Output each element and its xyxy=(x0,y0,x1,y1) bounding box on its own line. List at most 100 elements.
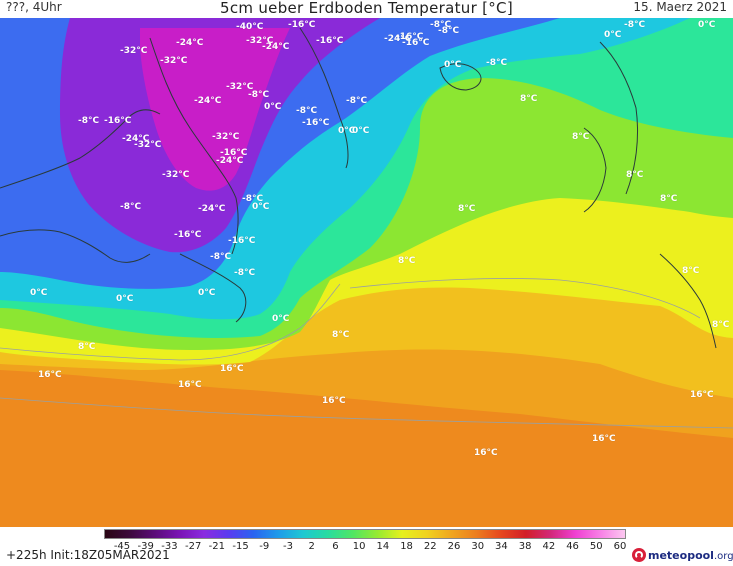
run-time-label: ???, 4Uhr xyxy=(6,0,62,14)
scale-tick-label: 46 xyxy=(566,541,579,552)
coastline-hudson xyxy=(0,229,151,263)
coastline-scandinavia xyxy=(599,41,638,195)
isotherm-label: -8°C xyxy=(624,20,646,30)
scale-tick-label: -45 xyxy=(113,541,131,552)
isotherm-label: 16°C xyxy=(38,370,62,380)
scale-tick-label: -21 xyxy=(208,541,226,552)
isotherm-label: 16°C xyxy=(690,390,714,400)
isotherm-label: -8°C xyxy=(430,20,452,30)
isotherm-label: -32°C xyxy=(120,46,148,56)
scale-tick-label: 42 xyxy=(542,541,556,552)
contour-lines xyxy=(0,278,733,429)
isotherm-label: 0°C xyxy=(352,126,370,136)
isotherm-label: -32°C xyxy=(134,140,162,150)
isotherm-label: -24°C xyxy=(262,42,290,52)
isotherm-label: 8°C xyxy=(660,194,678,204)
isotherm-label: -8°C xyxy=(486,58,508,68)
isotherm-label: 16°C xyxy=(220,364,244,374)
isotherm-label: -16°C xyxy=(288,20,316,30)
isotherm-label: -24°C xyxy=(198,204,226,214)
isotherm-label: 0°C xyxy=(698,20,716,30)
isotherm-label: -16°C xyxy=(316,36,344,46)
contour-16c xyxy=(0,397,733,429)
scale-tick-label: 14 xyxy=(376,541,390,552)
isotherm-label: -32°C xyxy=(212,132,240,142)
isotherm-label: 8°C xyxy=(78,342,96,352)
scale-tick-label: -33 xyxy=(161,541,178,552)
isotherm-label: -24°C xyxy=(122,134,150,144)
isotherm-label: -24°C xyxy=(194,96,222,106)
isotherm-label: 16°C xyxy=(178,380,202,390)
isotherm-label: 0°C xyxy=(264,102,282,112)
scale-tick-label: 26 xyxy=(447,541,461,552)
scale-tick-label: -15 xyxy=(232,541,249,552)
contour-8c xyxy=(0,283,341,361)
isotherm-label: 16°C xyxy=(474,448,498,458)
scale-tick-label: -39 xyxy=(137,541,154,552)
isotherm-label: -16°C xyxy=(220,148,248,158)
scale-tick-label: 30 xyxy=(471,541,485,552)
coastline-newfoundland xyxy=(179,253,247,323)
isotherm-label: 8°C xyxy=(332,330,350,340)
isotherm-label: -40°C xyxy=(236,22,264,32)
scale-tick-label: -3 xyxy=(283,541,293,552)
isotherm-label: 0°C xyxy=(30,288,48,298)
isotherm-label: -16°C xyxy=(396,32,424,42)
contour-yellow-edge xyxy=(349,278,701,319)
brand-tld: .org xyxy=(713,550,733,562)
isotherm-label: 8°C xyxy=(398,256,416,266)
isotherm-label: 16°C xyxy=(322,396,346,406)
color-scale-legend: -45 -39 -33 -27 -21 -15 -9 -3 2 6 10 14 18 22 26 30 34 38… xyxy=(104,529,626,559)
model-run-info: +225h Init:18Z05MAR2021 xyxy=(6,548,170,562)
scale-tick-label: -27 xyxy=(184,541,202,552)
isotherm-label: -24°C xyxy=(176,38,204,48)
isotherm-label: 8°C xyxy=(572,132,590,142)
coastline-britain xyxy=(583,127,607,213)
isotherm-label: -8°C xyxy=(296,106,318,116)
scale-tick-label: 38 xyxy=(518,541,532,552)
field-magenta xyxy=(140,28,290,191)
isotherm-label: -32°C xyxy=(246,36,274,46)
scale-tick-label: 60 xyxy=(613,541,627,552)
coastline-greenland-east xyxy=(299,27,349,169)
isotherm-label: 0°C xyxy=(272,314,290,324)
scale-tick-label: 50 xyxy=(589,541,603,552)
coastlines xyxy=(0,27,717,349)
isotherm-label: 8°C xyxy=(458,204,476,214)
isotherm-label: -8°C xyxy=(438,26,460,36)
scale-tick-label: 6 xyxy=(332,541,339,552)
scale-tick-label: 34 xyxy=(495,541,508,552)
scale-tick-label: 18 xyxy=(400,541,413,552)
isotherm-label: -16°C xyxy=(104,116,132,126)
isotherm-label: 16°C xyxy=(592,434,616,444)
isotherm-label: -24°C xyxy=(384,34,412,44)
isotherm-label: 0°C xyxy=(444,60,462,70)
header: ???, 4Uhr 5cm ueber Erdboden Temperatur … xyxy=(0,0,733,20)
isotherm-label: -16°C xyxy=(402,38,430,48)
brand-name: meteopool.org xyxy=(648,549,733,562)
isotherm-label: -16°C xyxy=(302,118,330,128)
scale-tick-label: -9 xyxy=(259,541,270,552)
isotherm-label: -8°C xyxy=(346,96,368,106)
meteopool-icon xyxy=(632,548,646,562)
isotherm-label: 8°C xyxy=(626,170,644,180)
isotherm-label: -8°C xyxy=(210,252,232,262)
temperature-map: -40°C -16°C -32°C -24°C -16°C -32°C -32°C -24°C… xyxy=(0,18,733,527)
isotherm-label: -8°C xyxy=(242,194,264,204)
isotherm-label: -8°C xyxy=(234,268,256,278)
isotherm-label: -32°C xyxy=(226,82,254,92)
valid-date-label: 15. Maerz 2021 xyxy=(633,0,727,14)
isotherm-label: -8°C xyxy=(248,90,270,100)
meteopool-logo[interactable]: meteopool.org xyxy=(632,547,733,563)
brand-word: meteopool xyxy=(648,548,714,562)
isotherm-label: -16°C xyxy=(174,230,202,240)
isotherm-label: -8°C xyxy=(120,202,142,212)
coastline-iberia xyxy=(659,253,717,349)
coastline-labrador xyxy=(0,109,161,189)
isotherm-label: 0°C xyxy=(604,30,622,40)
isotherm-label: -24°C xyxy=(216,156,244,166)
scale-tick-label: 22 xyxy=(423,541,437,552)
scale-tick-label: 10 xyxy=(352,541,366,552)
isotherm-label: 8°C xyxy=(712,320,730,330)
isotherm-label: 8°C xyxy=(682,266,700,276)
